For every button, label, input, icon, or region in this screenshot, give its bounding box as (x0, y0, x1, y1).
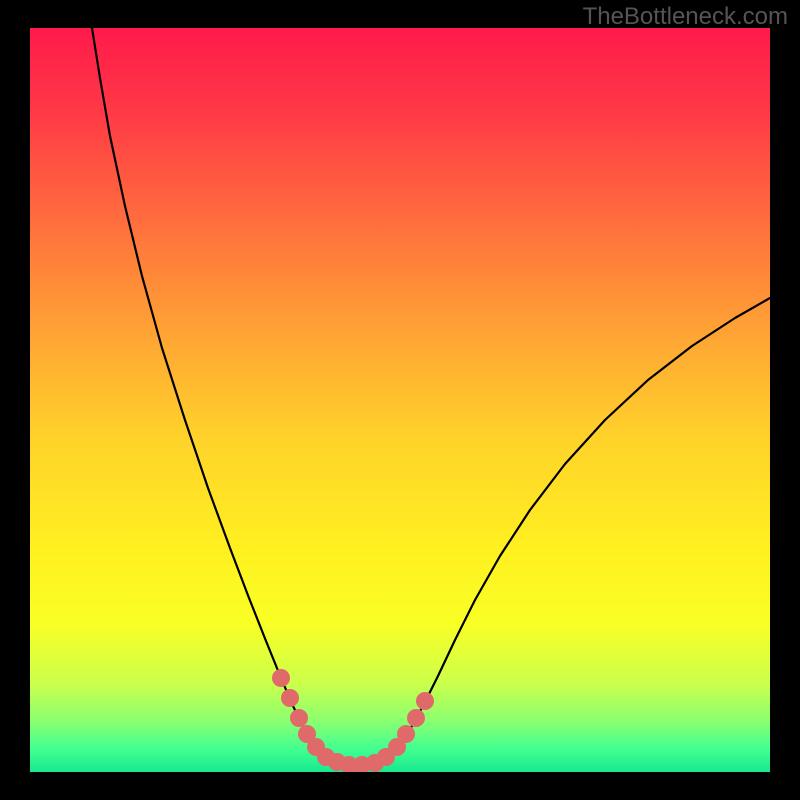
highlight-dot (272, 669, 290, 687)
highlight-dot (290, 709, 308, 727)
highlight-dot (407, 709, 425, 727)
highlight-dot (416, 692, 434, 710)
chart-gradient-background (30, 28, 770, 772)
bottleneck-curve-chart (0, 0, 800, 800)
watermark-text: TheBottleneck.com (583, 3, 788, 31)
chart-stage: TheBottleneck.com (0, 0, 800, 800)
highlight-dot (397, 725, 415, 743)
highlight-dot (281, 689, 299, 707)
